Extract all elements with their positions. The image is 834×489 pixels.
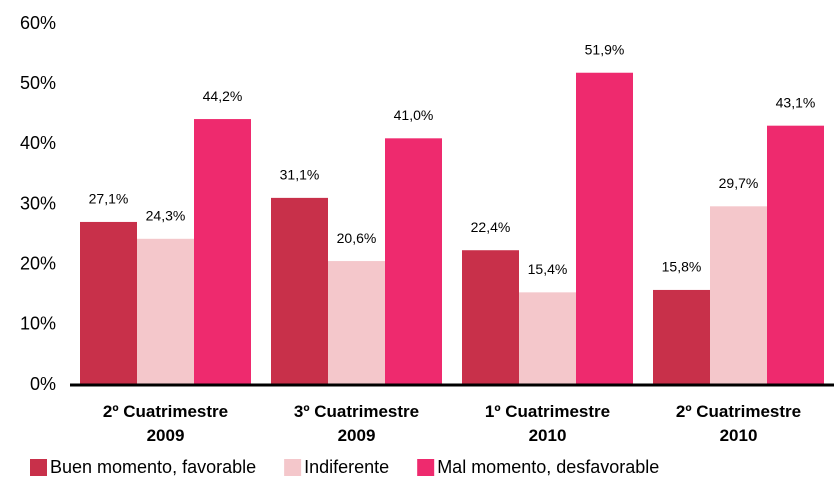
- bar: [328, 261, 385, 385]
- data-label: 22,4%: [471, 219, 511, 235]
- bar: [385, 138, 442, 385]
- data-label: 15,4%: [528, 261, 568, 277]
- data-label: 44,2%: [203, 88, 243, 104]
- legend-swatch: [30, 459, 47, 476]
- y-tick-label: 0%: [30, 374, 56, 394]
- bar: [519, 292, 576, 385]
- x-tick-label: 2º Cuatrimestre 2009: [102, 402, 229, 445]
- bar: [194, 119, 251, 386]
- data-label: 31,1%: [280, 167, 320, 183]
- legend-swatch: [417, 459, 435, 476]
- bar: [80, 221, 137, 385]
- y-tick-label: 40%: [20, 133, 56, 153]
- x-tick-label: 2º Cuatrimestre 2010: [675, 402, 802, 445]
- bar: [710, 206, 767, 385]
- y-tick-label: 20%: [20, 253, 56, 273]
- y-tick-label: 60%: [20, 13, 56, 33]
- bar: [271, 197, 328, 385]
- legend-label: Buen momento, favorable: [50, 457, 256, 477]
- y-tick-label: 50%: [20, 73, 56, 93]
- x-tick-label: 3º Cuatrimestre 2009: [293, 402, 420, 445]
- bar: [462, 250, 519, 385]
- legend-label: Indiferente: [304, 457, 389, 477]
- data-label: 15,8%: [662, 259, 702, 275]
- data-label: 27,1%: [89, 191, 129, 207]
- x-tick-label: 1º Cuatrimestre 2010: [484, 402, 611, 445]
- data-label: 20,6%: [337, 230, 377, 246]
- bar: [767, 125, 824, 385]
- data-label: 24,3%: [146, 207, 186, 223]
- bar: [137, 238, 194, 385]
- bar: [576, 72, 633, 386]
- data-label: 43,1%: [776, 94, 816, 110]
- data-label: 29,7%: [719, 175, 759, 191]
- legend-swatch: [284, 459, 302, 476]
- y-tick-label: 30%: [20, 193, 56, 213]
- data-label: 41,0%: [394, 107, 434, 123]
- data-label: 51,9%: [585, 41, 625, 57]
- bar: [653, 289, 710, 385]
- y-tick-label: 10%: [20, 314, 56, 334]
- legend-label: Mal momento, desfavorable: [437, 457, 659, 477]
